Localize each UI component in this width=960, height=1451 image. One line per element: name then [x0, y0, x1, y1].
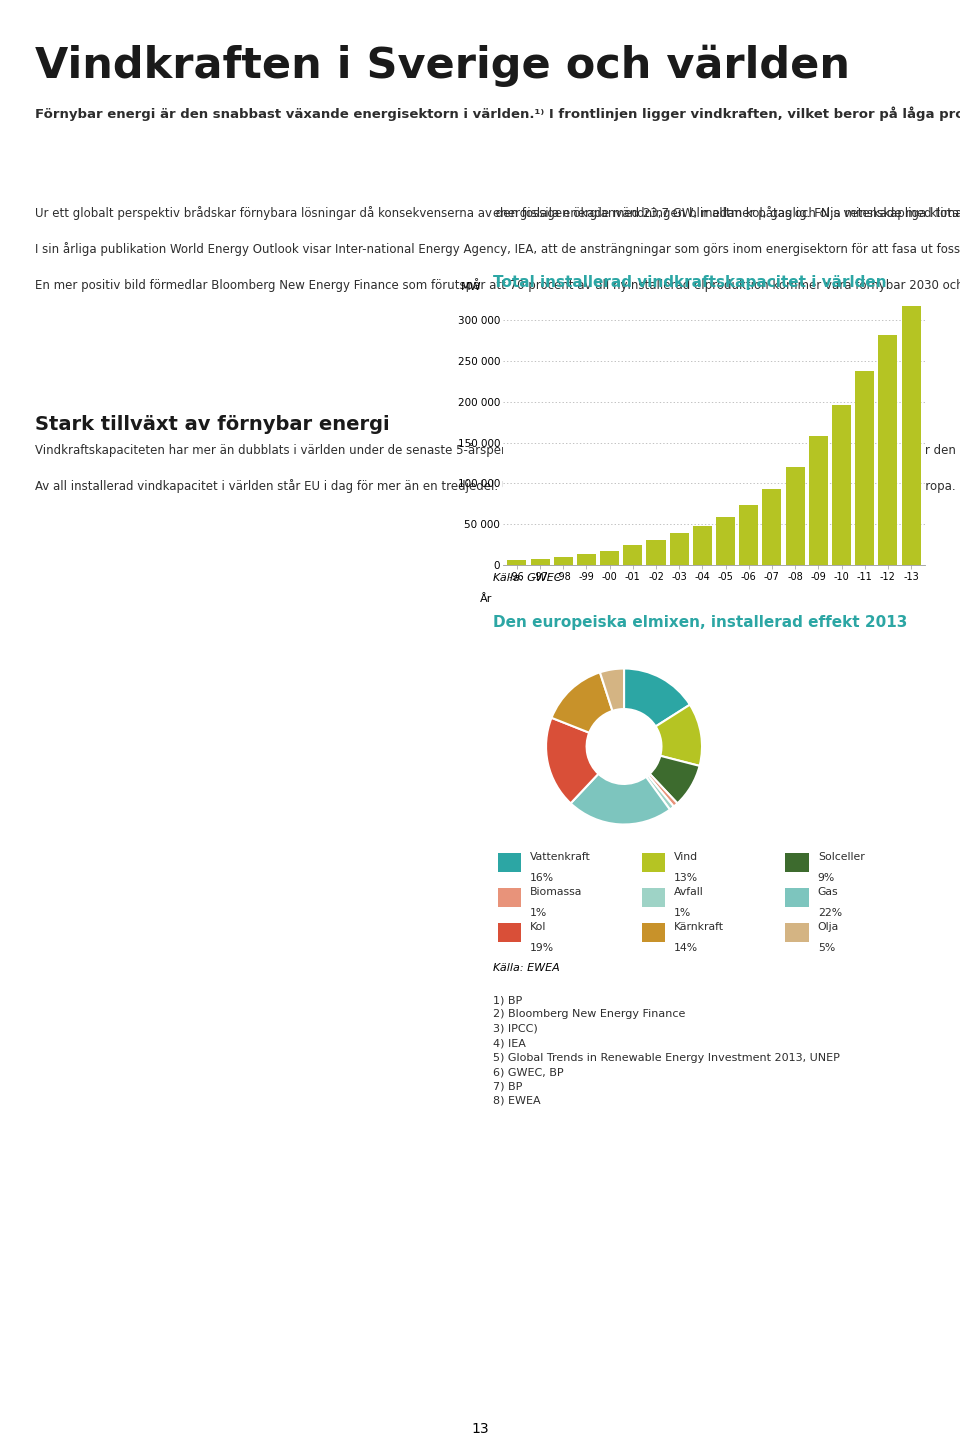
Bar: [641, 923, 665, 942]
Text: 19%: 19%: [530, 943, 554, 953]
Text: Stark tillväxt av förnybar energi: Stark tillväxt av förnybar energi: [35, 415, 390, 434]
Bar: [855, 370, 875, 564]
Text: 1) BP
2) Bloomberg New Energy Finance
3) IPCC)
4) IEA
5) Global Trends in Renewa: 1) BP 2) Bloomberg New Energy Finance 3)…: [493, 995, 840, 1106]
Text: 1%: 1%: [530, 908, 547, 918]
Bar: [497, 853, 521, 872]
Text: 13: 13: [471, 1422, 489, 1436]
Bar: [641, 853, 665, 872]
Text: Vindkraften i Sverige och världen: Vindkraften i Sverige och världen: [35, 45, 850, 87]
Text: Källa: EWEA: Källa: EWEA: [493, 963, 560, 974]
Text: Biomassa: Biomassa: [530, 888, 583, 897]
Text: MW: MW: [461, 281, 481, 292]
Wedge shape: [648, 773, 678, 807]
Text: Vindkraftskapaciteten har mer än dubblats i världen under de senaste 5-årsperiod: Vindkraftskapaciteten har mer än dubblat…: [35, 443, 960, 493]
Bar: [716, 517, 735, 564]
Wedge shape: [656, 705, 702, 766]
Wedge shape: [600, 669, 624, 711]
Text: energislagen ökade med 23,7 GW, medan kol, gas och olja minskade med totalt -11,: energislagen ökade med 23,7 GW, medan ko…: [493, 206, 960, 221]
Bar: [600, 551, 619, 564]
Text: Avfall: Avfall: [674, 888, 704, 897]
Text: Gas: Gas: [818, 888, 838, 897]
Text: 5%: 5%: [818, 943, 835, 953]
Bar: [785, 467, 804, 564]
Text: Ur ett globalt perspektiv brådskar förnybara lösningar då konsekvenserna av den : Ur ett globalt perspektiv brådskar förny…: [35, 206, 960, 292]
Bar: [901, 306, 921, 564]
Bar: [739, 505, 758, 564]
Text: 14%: 14%: [674, 943, 698, 953]
Bar: [832, 405, 851, 564]
Bar: [577, 554, 596, 564]
Bar: [785, 853, 809, 872]
Text: Total installerad vindkraftskapacitet i världen: Total installerad vindkraftskapacitet i …: [493, 274, 887, 290]
Wedge shape: [624, 669, 690, 727]
Text: 22%: 22%: [818, 908, 842, 918]
Bar: [646, 540, 665, 564]
Bar: [507, 560, 526, 564]
Text: Förnybar energi är den snabbast växande energisektorn i världen.¹⁾ I frontlinjen: Förnybar energi är den snabbast växande …: [35, 106, 960, 120]
Text: Olja: Olja: [818, 923, 839, 933]
Bar: [497, 923, 521, 942]
Bar: [554, 557, 573, 564]
Text: Källa: GWEC: Källa: GWEC: [493, 573, 562, 583]
Text: Vattenkraft: Vattenkraft: [530, 852, 590, 862]
Text: 9%: 9%: [818, 874, 835, 884]
Text: Kol: Kol: [530, 923, 546, 933]
Bar: [809, 435, 828, 564]
Text: År: År: [480, 593, 492, 604]
Bar: [762, 489, 781, 564]
Text: 13%: 13%: [674, 874, 698, 884]
Text: Vind: Vind: [674, 852, 698, 862]
Text: 16%: 16%: [530, 874, 554, 884]
Bar: [531, 559, 549, 564]
Bar: [670, 533, 688, 564]
Text: Kärnkraft: Kärnkraft: [674, 923, 724, 933]
Wedge shape: [650, 756, 700, 804]
Bar: [641, 888, 665, 907]
Bar: [785, 888, 809, 907]
Bar: [785, 923, 809, 942]
Bar: [497, 888, 521, 907]
Wedge shape: [646, 775, 674, 810]
Bar: [878, 335, 898, 564]
Wedge shape: [570, 773, 670, 824]
Wedge shape: [551, 672, 612, 733]
Text: Den europeiska elmixen, installerad effekt 2013: Den europeiska elmixen, installerad effe…: [493, 615, 908, 630]
Text: 1%: 1%: [674, 908, 691, 918]
Wedge shape: [546, 718, 598, 804]
Text: Solceller: Solceller: [818, 852, 865, 862]
Bar: [693, 527, 712, 564]
Bar: [623, 544, 642, 564]
